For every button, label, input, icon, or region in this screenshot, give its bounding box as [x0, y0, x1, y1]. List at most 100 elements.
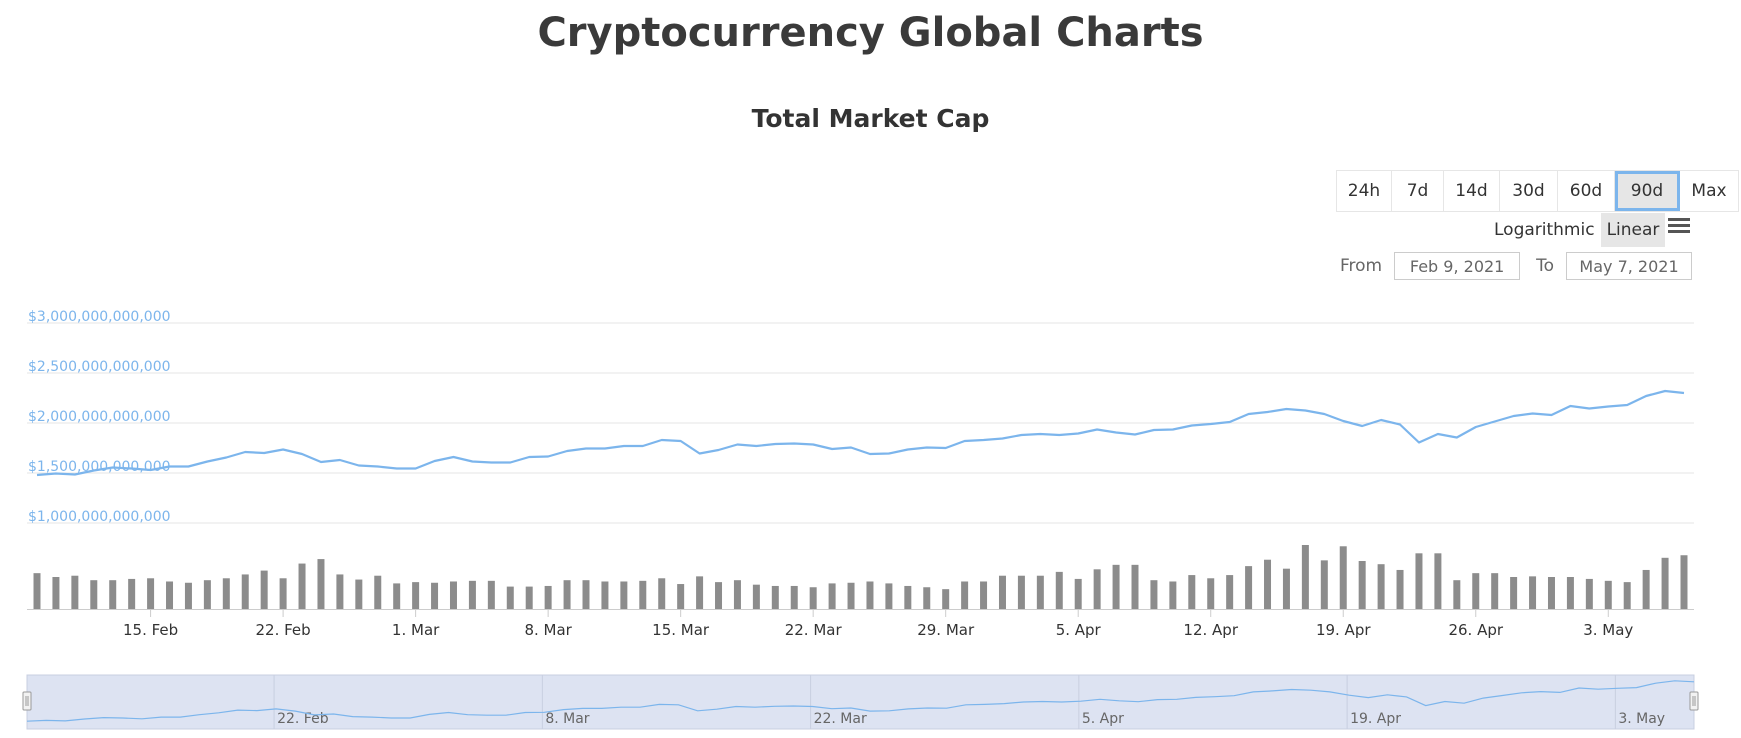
volume-bar: [620, 581, 628, 609]
market-cap-line[interactable]: [36, 389, 1685, 477]
from-date-input[interactable]: Feb 9, 2021: [1394, 252, 1521, 280]
volume-bar: [241, 574, 249, 609]
volume-bar: [923, 587, 931, 609]
volume-bar: [1472, 573, 1480, 609]
volume-bar: [393, 583, 401, 609]
volume-bar: [1434, 553, 1442, 609]
volume-bar: [260, 570, 268, 609]
volume-bar: [942, 589, 950, 609]
volume-bar: [1188, 575, 1196, 609]
x-axis: 15. Feb 22. Feb 1. Mar 8. Mar 15. Mar 22. Mar…: [27, 609, 1694, 639]
volume-bar: [752, 584, 760, 609]
y-tick-label: $2,500,000,000,000: [28, 359, 171, 375]
volume-bar: [431, 582, 439, 609]
volume-bar: [658, 578, 666, 609]
navigator[interactable]: 22. Feb 8. Mar 22. Mar 5. Apr 19. Apr 3. May: [22, 674, 1699, 730]
page-title: Cryptocurrency Global Charts: [537, 10, 1204, 56]
range-button-30d[interactable]: 30d: [1500, 171, 1558, 211]
volume-bar: [1207, 578, 1215, 609]
volume-bar: [1510, 577, 1518, 609]
range-button-7d[interactable]: 7d: [1392, 171, 1444, 211]
volume-bar: [184, 582, 192, 609]
x-tick-label: 15. Mar: [652, 621, 710, 639]
scale-selector: Logarithmic Linear: [1488, 213, 1666, 247]
navigator-right-handle[interactable]: [1689, 691, 1699, 711]
range-button-24h[interactable]: 24h: [1337, 171, 1392, 211]
to-date-input[interactable]: May 7, 2021: [1566, 252, 1693, 280]
volume-bar: [696, 576, 704, 609]
volume-bar: [506, 586, 514, 609]
volume-bar: [336, 574, 344, 609]
volume-bar: [355, 579, 363, 609]
x-tick-label: 26. Apr: [1448, 621, 1503, 639]
volume-columns: [33, 545, 1688, 609]
y-tick-label: $1,500,000,000,000: [28, 459, 171, 475]
volume-bar: [790, 585, 798, 609]
volume-bar: [980, 581, 988, 609]
volume-bar: [1093, 569, 1101, 609]
logarithmic-button[interactable]: Logarithmic: [1494, 220, 1595, 240]
from-label: From: [1340, 256, 1383, 276]
volume-bar: [904, 585, 912, 609]
volume-bar: [298, 563, 306, 609]
volume-bar: [1604, 580, 1612, 609]
volume-bar: [317, 559, 325, 609]
hamburger-menu-icon[interactable]: [1668, 216, 1690, 236]
navigator-tick-label: 8. Mar: [545, 711, 589, 727]
volume-bar: [998, 575, 1006, 609]
volume-bar: [90, 580, 98, 609]
x-tick-label: 29. Mar: [917, 621, 975, 639]
volume-bar: [639, 580, 647, 609]
x-tick-label: 19. Apr: [1316, 621, 1371, 639]
volume-bar: [1585, 578, 1593, 609]
volume-bar: [147, 578, 155, 609]
navigator-left-handle[interactable]: [22, 691, 32, 711]
range-button-60d[interactable]: 60d: [1558, 171, 1615, 211]
volume-bar: [828, 583, 836, 609]
to-label: To: [1536, 256, 1555, 276]
linear-button[interactable]: Linear: [1600, 213, 1666, 247]
navigator-tick-label: 22. Mar: [814, 711, 867, 727]
volume-bar: [374, 575, 382, 609]
volume-bar: [1150, 580, 1158, 609]
y-tick-label: $1,000,000,000,000: [28, 509, 171, 525]
volume-bar: [1339, 546, 1347, 609]
range-button-14d[interactable]: 14d: [1444, 171, 1500, 211]
volume-bar: [1282, 568, 1290, 609]
volume-bar: [544, 585, 552, 609]
volume-bar: [1642, 569, 1650, 609]
volume-bar: [1680, 555, 1688, 609]
volume-bar: [1301, 545, 1309, 609]
volume-bar: [1036, 575, 1044, 609]
volume-bar: [128, 578, 136, 609]
range-selector: 24h 7d 14d 30d 60d 90d Max: [1336, 170, 1739, 212]
x-tick-label: 12. Apr: [1183, 621, 1238, 639]
volume-bar: [279, 578, 287, 609]
volume-bar: [1566, 577, 1574, 609]
volume-bar: [1017, 575, 1025, 609]
volume-bar: [715, 582, 723, 609]
volume-bar: [866, 581, 874, 609]
x-tick-label: 22. Mar: [785, 621, 843, 639]
navigator-tick-label: 22. Feb: [277, 711, 329, 727]
range-button-90d[interactable]: 90d: [1615, 171, 1680, 211]
x-tick-label: 3. May: [1583, 621, 1633, 639]
volume-bar: [449, 581, 457, 609]
volume-bar: [677, 584, 685, 609]
volume-bar: [222, 578, 230, 609]
volume-bar: [1529, 576, 1537, 609]
x-tick-label: 22. Feb: [256, 621, 311, 639]
navigator-selection[interactable]: [26, 674, 1695, 730]
volume-bar: [1453, 580, 1461, 609]
navigator-tick-label: 3. May: [1618, 711, 1665, 727]
y-axis-labels: $3,000,000,000,000 $2,500,000,000,000 $2,0…: [28, 309, 171, 525]
x-tick-label: 15. Feb: [123, 621, 178, 639]
volume-bar: [1623, 582, 1631, 609]
date-range-inputs: From Feb 9, 2021 To May 7, 2021: [1340, 251, 1708, 281]
volume-bar: [1415, 553, 1423, 609]
volume-bar: [203, 580, 211, 609]
range-button-max[interactable]: Max: [1691, 181, 1727, 201]
market-cap-line-group: [36, 389, 1685, 477]
volume-bar: [412, 582, 420, 609]
